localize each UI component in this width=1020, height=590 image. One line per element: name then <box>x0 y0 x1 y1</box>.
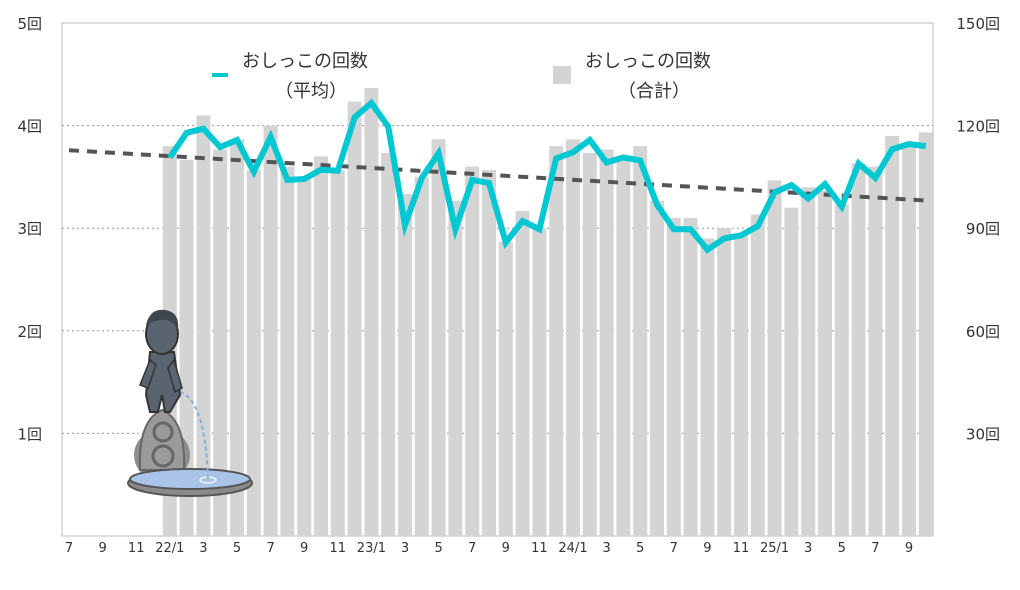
x-tick-label: 11 <box>330 541 347 556</box>
right-tick-label: 150回 <box>956 15 1000 33</box>
bar <box>801 187 816 536</box>
bar <box>868 166 883 536</box>
bar <box>330 170 345 536</box>
legend: おしっこの回数 （平均） おしっこの回数 （合計） <box>212 51 711 102</box>
left-axis-ticks: 1回 2回 3回 4回 5回 <box>17 15 42 443</box>
bar <box>213 149 228 537</box>
bar <box>599 149 614 537</box>
x-tick-label: 11 <box>733 541 750 556</box>
bar <box>465 166 480 536</box>
bar <box>683 217 698 536</box>
bar <box>700 238 715 536</box>
x-tick-label: 9 <box>905 541 913 556</box>
x-tick-label: 5 <box>636 541 644 556</box>
x-tick-label: 3 <box>199 541 207 556</box>
bar <box>448 200 463 536</box>
bar <box>280 166 295 536</box>
bar <box>482 170 496 536</box>
bar <box>230 139 244 536</box>
bar <box>885 135 900 537</box>
average-line <box>167 98 927 254</box>
x-tick-label: 7 <box>266 541 274 556</box>
right-tick-label: 120回 <box>956 118 1000 136</box>
bar <box>784 207 799 536</box>
bars <box>162 87 933 537</box>
left-tick-label: 5回 <box>17 15 42 33</box>
x-tick-label: 5 <box>233 541 241 556</box>
legend-sum-label-2: （合計） <box>618 81 690 102</box>
bar <box>582 152 597 536</box>
x-tick-label: 7 <box>65 541 73 556</box>
bar <box>347 101 362 536</box>
x-tick-label: 22/1 <box>155 541 184 556</box>
right-tick-label: 30回 <box>966 425 1000 443</box>
bar <box>297 176 312 536</box>
x-tick-label: 9 <box>98 541 106 556</box>
x-tick-label: 5 <box>434 541 442 556</box>
legend-sum-label-1: おしっこの回数 <box>585 51 711 72</box>
bar <box>818 190 832 536</box>
bar <box>616 156 631 536</box>
bar <box>767 180 782 536</box>
left-tick-label: 2回 <box>17 323 42 341</box>
bar <box>246 170 261 536</box>
x-tick-label: 11 <box>128 541 145 556</box>
bar <box>851 163 866 536</box>
plot-border <box>61 22 934 537</box>
bar <box>498 241 513 536</box>
bar <box>633 146 648 536</box>
x-tick-label: 3 <box>602 541 610 556</box>
bar <box>196 115 211 536</box>
bar <box>364 87 379 536</box>
bar <box>515 211 530 536</box>
bar <box>717 228 732 536</box>
bar <box>549 146 564 536</box>
legend-avg-label-1: おしっこの回数 <box>242 51 368 72</box>
bar <box>532 228 547 536</box>
bar <box>414 176 429 536</box>
manneken-pis-illustration <box>127 309 253 497</box>
x-tick-label: 3 <box>804 541 812 556</box>
bar <box>398 194 412 536</box>
left-tick-label: 1回 <box>17 425 42 443</box>
left-tick-label: 3回 <box>17 220 42 238</box>
x-tick-label: 9 <box>502 541 510 556</box>
x-axis-ticks: 7 9 11 22/1 3 5 7 9 11 23/1 3 5 7 9 11 24/1 3 5 7 9 11 25/1 3 5… <box>65 541 913 556</box>
bar <box>650 200 664 536</box>
x-tick-label: 23/1 <box>357 541 386 556</box>
bar <box>666 217 681 536</box>
legend-avg-label-2: （平均） <box>275 81 347 102</box>
bar <box>734 235 748 537</box>
bar <box>566 139 580 536</box>
x-tick-label: 25/1 <box>760 541 789 556</box>
x-tick-label: 11 <box>531 541 548 556</box>
legend-square-marker <box>553 66 571 84</box>
x-tick-label: 9 <box>703 541 711 556</box>
bar <box>314 156 328 536</box>
right-tick-label: 90回 <box>966 220 1000 238</box>
left-tick-label: 4回 <box>17 118 42 136</box>
x-tick-label: 24/1 <box>558 541 587 556</box>
bar <box>902 142 916 536</box>
bar <box>834 204 849 536</box>
x-tick-label: 9 <box>300 541 308 556</box>
bar <box>263 125 278 536</box>
bar <box>431 139 446 536</box>
bar <box>381 152 396 536</box>
right-axis-ticks: 30回 60回 90回 120回 150回 <box>956 15 1000 443</box>
bar <box>918 132 933 536</box>
x-tick-label: 5 <box>838 541 846 556</box>
right-tick-label: 60回 <box>966 323 1000 341</box>
x-tick-label: 7 <box>871 541 879 556</box>
x-tick-label: 7 <box>670 541 678 556</box>
x-tick-label: 3 <box>401 541 409 556</box>
bar <box>750 214 765 536</box>
x-tick-label: 7 <box>468 541 476 556</box>
